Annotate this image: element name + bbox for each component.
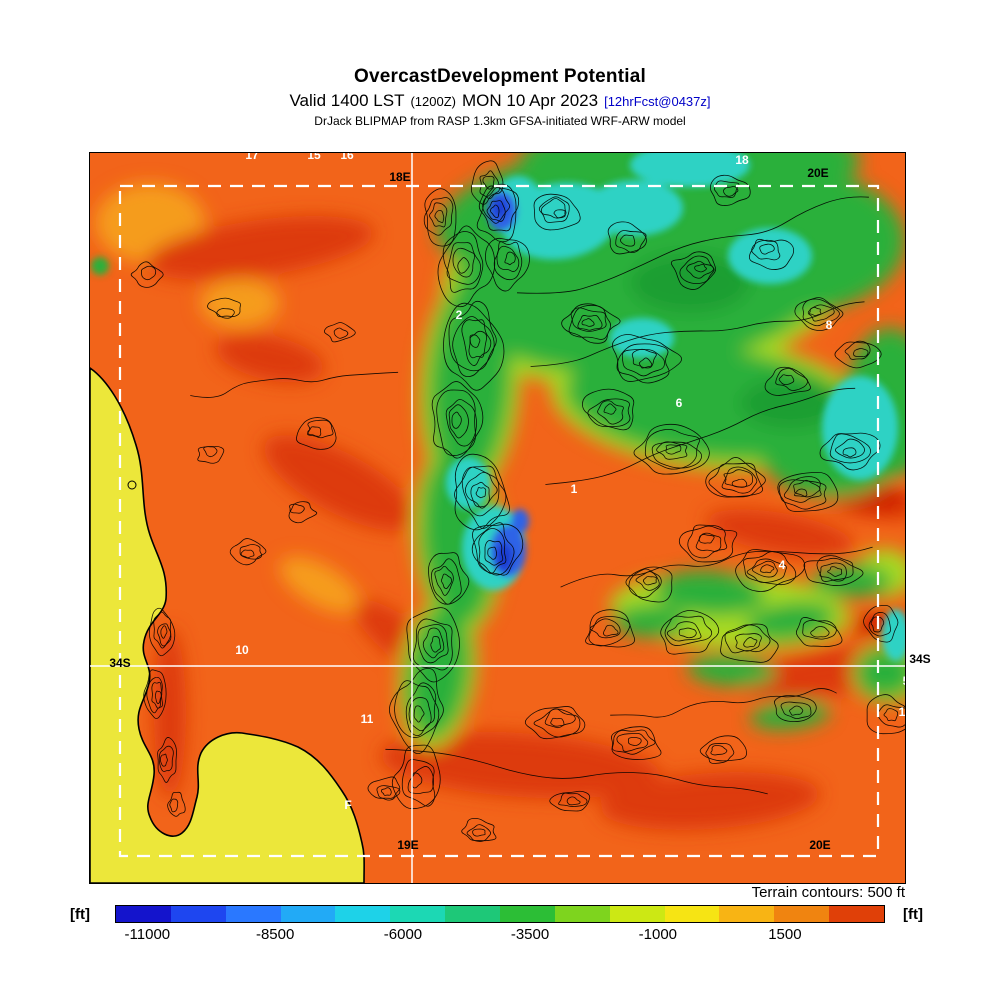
colorbar-segment (500, 906, 555, 922)
sea-region (90, 367, 365, 883)
colorbar-segment (225, 906, 281, 922)
colorbar-tick-label: -6000 (383, 926, 423, 943)
lat-label-right: 34S (909, 652, 931, 666)
header: OvercastDevelopment Potential Valid 1400… (0, 66, 1000, 128)
forecast-tag: [12hrFcst@0437z] (604, 94, 711, 109)
colorbar-segment (719, 906, 775, 922)
color-field-small (91, 153, 905, 661)
colorbar-segment (774, 906, 830, 922)
color-field-large (95, 153, 905, 830)
colorbar-segment (116, 906, 171, 922)
page-title: OvercastDevelopment Potential (354, 66, 646, 87)
unit-label-right: [ft] (903, 906, 923, 923)
colorbar-tick-label: -1000 (638, 926, 678, 943)
domain-dashed-border (118, 184, 880, 858)
colorbar-segment (829, 906, 885, 922)
colorbar-tick-label: 1500 (768, 926, 802, 943)
island (127, 480, 137, 490)
terrain-potential-raster (90, 153, 905, 883)
colorbar-segment (554, 906, 610, 922)
terrain-contours (130, 160, 905, 842)
valid-date: MON 10 Apr 2023 (462, 91, 599, 110)
colorbar-tick-label: -3500 (510, 926, 550, 943)
colorbar (115, 905, 885, 923)
colorbar-segment (170, 906, 226, 922)
colorbar-segment (280, 906, 336, 922)
valid-zulu: (1200Z) (410, 94, 456, 109)
colorbar-segment (335, 906, 391, 922)
colorbar-segment (445, 906, 501, 922)
colorbar-tick-label: -11000 (124, 926, 171, 943)
colorbar-tick-label: -8500 (255, 926, 295, 943)
valid-line: Valid 1400 LST (1200Z) MON 10 Apr 2023 [12h… (0, 91, 1000, 111)
colorbar-segment (609, 906, 665, 922)
model-line: DrJack BLIPMAP from RASP 1.3km GFSA-init… (314, 114, 686, 128)
terrain-note: Terrain contours: 500 ft (751, 884, 905, 901)
forecast-map: 1715161818E20E286141034S5111F19E20E (89, 152, 906, 884)
colorbar-segment (664, 906, 720, 922)
colorbar-segment (390, 906, 446, 922)
unit-label-left: [ft] (70, 906, 90, 923)
valid-time: Valid 1400 LST (289, 91, 405, 110)
